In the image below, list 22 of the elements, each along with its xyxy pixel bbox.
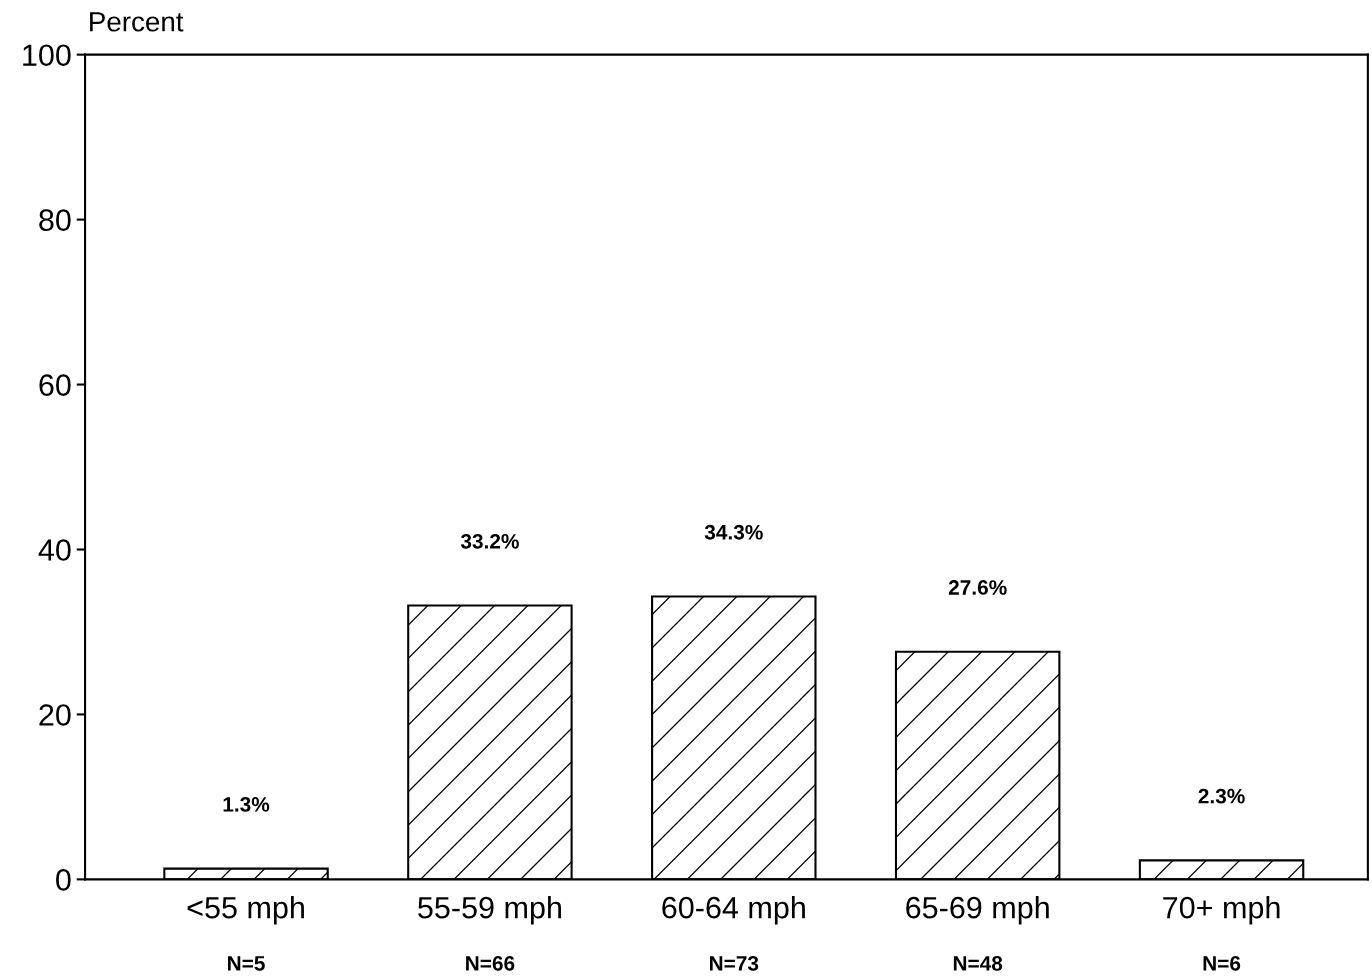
x-tick-label: <55 mph <box>187 896 304 925</box>
text: N=48 <box>953 955 1003 971</box>
data-label: 27.6% <box>948 580 1007 595</box>
data-label: 33.2% <box>460 533 519 549</box>
x-tick-label: 55-59 mph <box>418 896 561 925</box>
x-tick-label: 70+ mph <box>1163 896 1280 925</box>
y-tick-label: 0 <box>56 869 71 891</box>
text: N=73 <box>709 955 759 971</box>
y-tick-label: 20 <box>39 704 71 726</box>
data-label: 1.3% <box>223 797 270 812</box>
y-tick-label: 80 <box>39 209 71 231</box>
y-axis-title: Percent <box>90 12 184 32</box>
y-tick-label: 60 <box>39 374 71 396</box>
text: N=66 <box>466 955 515 971</box>
data-label: 2.3% <box>1198 788 1245 804</box>
text: N=6 <box>1203 955 1241 971</box>
text: N=5 <box>228 956 265 971</box>
data-label: 34.3% <box>704 524 763 540</box>
y-tick-label: 40 <box>38 539 71 561</box>
x-tick-label: 60-64 mph <box>662 896 805 925</box>
x-tick-label: 65-69 mph <box>906 896 1049 925</box>
y-tick-label: 100 <box>23 44 71 67</box>
